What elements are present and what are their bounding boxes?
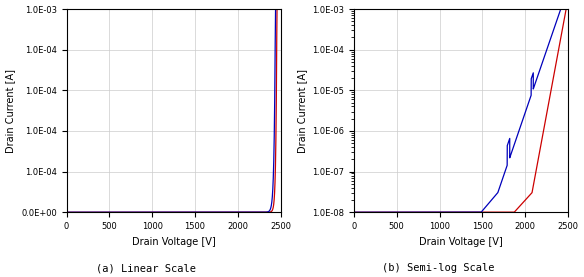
Text: (b) Semi-log Scale: (b) Semi-log Scale [382, 263, 494, 273]
Y-axis label: Drain Current [A]: Drain Current [A] [297, 69, 307, 153]
Y-axis label: Drain Current [A]: Drain Current [A] [6, 69, 16, 153]
X-axis label: Drain Voltage [V]: Drain Voltage [V] [419, 237, 503, 247]
Text: (a) Linear Scale: (a) Linear Scale [96, 263, 196, 273]
X-axis label: Drain Voltage [V]: Drain Voltage [V] [132, 237, 215, 247]
